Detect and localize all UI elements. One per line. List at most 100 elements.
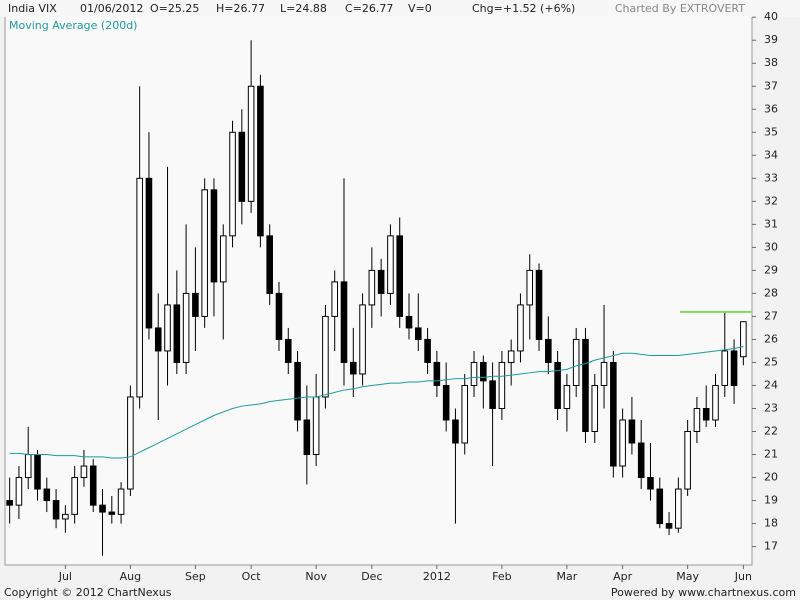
x-tick-label: Nov [305, 570, 327, 583]
y-tick-label: 39 [764, 33, 778, 46]
candle-body [721, 350, 729, 386]
header-volume: V=0 [408, 2, 432, 15]
header-open: O=25.25 [150, 2, 199, 15]
candle-body [600, 361, 608, 386]
header-close: C=26.77 [345, 2, 393, 15]
x-tick-label: Dec [361, 570, 382, 583]
x-tick-label: Apr [613, 570, 633, 583]
candle-body [182, 292, 190, 363]
candle-body [154, 327, 162, 352]
candle-body [331, 281, 338, 317]
candle-body [535, 269, 543, 340]
candle-body [637, 442, 645, 479]
candle-body [349, 361, 357, 375]
candle-body [582, 338, 589, 433]
y-tick-label: 20 [764, 471, 778, 484]
candle-body [572, 338, 580, 386]
header-change: Chg=+1.52 (+6%) [472, 2, 575, 15]
candle-body [173, 304, 181, 363]
candle-body [210, 189, 218, 283]
candle-body [470, 361, 478, 386]
chart-title: India VIX [8, 2, 57, 15]
candle-body [415, 327, 422, 340]
candle-body [628, 419, 636, 444]
candle-body [127, 396, 134, 490]
x-tick-label: Mar [557, 570, 578, 583]
candle-body [675, 488, 682, 529]
candle-body [498, 361, 506, 409]
y-tick-label: 24 [764, 378, 778, 391]
candle-body [89, 465, 97, 506]
candle-body [303, 419, 311, 456]
header-low: L=24.88 [280, 2, 327, 15]
candle-body [136, 177, 143, 398]
candle-body [108, 511, 116, 515]
candle-body [693, 407, 701, 433]
y-tick-label: 22 [764, 425, 778, 438]
candle-body [730, 350, 738, 386]
candle-body [740, 321, 747, 358]
candle-body [145, 177, 153, 329]
credit: Charted By EXTROVERT [615, 2, 745, 15]
footer-powered: Powered by www.chartnexus.com [611, 586, 796, 599]
header-high: H=26.77 [216, 2, 265, 15]
candle-body [545, 338, 552, 363]
header-bar [0, 0, 800, 17]
candle-body [322, 315, 329, 398]
y-tick-label: 33 [764, 171, 778, 184]
candle-body [452, 419, 459, 444]
candle-body [52, 500, 60, 520]
y-tick-label: 18 [764, 517, 778, 530]
y-tick-label: 31 [764, 217, 778, 230]
candle-body [80, 465, 88, 479]
candle-body [284, 338, 292, 363]
candle-body [164, 304, 171, 352]
candle-body [99, 504, 106, 513]
x-tick-label: Oct [242, 570, 262, 583]
candle-body [647, 477, 654, 490]
x-tick-label: Aug [120, 570, 141, 583]
candle-body [712, 384, 719, 421]
y-tick-label: 29 [764, 263, 778, 276]
candle-body [377, 269, 385, 294]
candle-body [489, 380, 496, 409]
candle-body [275, 292, 283, 340]
candle-body [461, 384, 469, 444]
y-tick-label: 37 [764, 79, 778, 92]
candle-body [43, 488, 51, 502]
candle-body [554, 361, 561, 409]
x-tick-label: Sep [185, 570, 206, 583]
candle-body [619, 419, 626, 467]
candle-body [387, 235, 394, 294]
candle-body [15, 477, 23, 506]
x-tick-label: Feb [492, 570, 511, 583]
y-tick-label: 21 [764, 448, 778, 461]
candle-body [117, 488, 125, 515]
candle-body [6, 500, 13, 506]
candle-body [665, 523, 673, 529]
y-tick-label: 35 [764, 125, 778, 138]
candle-body [229, 131, 236, 237]
candle-body [62, 513, 69, 520]
candle-body [517, 304, 524, 352]
y-tick-label: 26 [764, 332, 778, 345]
candle-body [610, 361, 617, 467]
candle-body [563, 384, 571, 409]
candle-body [424, 338, 431, 363]
candle-body [266, 235, 273, 294]
candle-body [24, 454, 32, 479]
candle-body [359, 304, 366, 375]
header-date: 01/06/2012 [80, 2, 143, 15]
candle-body [201, 189, 208, 317]
candle-body [238, 131, 246, 202]
candle-body [591, 384, 599, 433]
candle-body [71, 477, 78, 515]
candle-body [480, 361, 487, 382]
y-tick-label: 32 [764, 194, 778, 207]
x-tick-label: 2012 [423, 570, 451, 583]
y-tick-label: 23 [764, 401, 778, 414]
candle-body [247, 85, 255, 202]
candle-body [656, 488, 664, 525]
candle-body [405, 315, 413, 329]
